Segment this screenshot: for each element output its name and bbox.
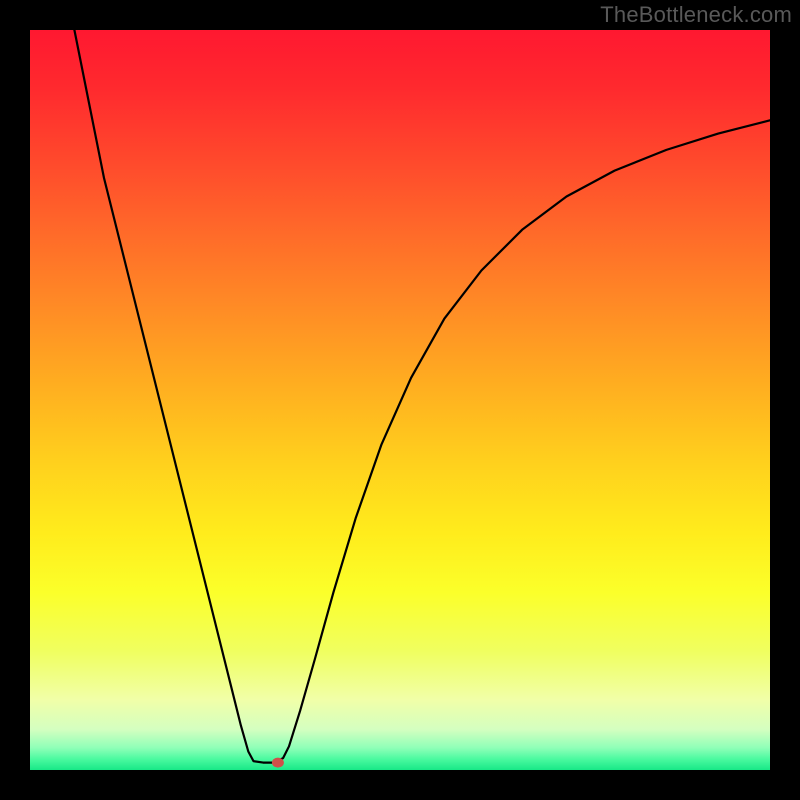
- optimal-point-marker: [272, 758, 284, 768]
- watermark-text: TheBottleneck.com: [600, 2, 792, 28]
- chart-container: TheBottleneck.com: [0, 0, 800, 800]
- bottleneck-chart: [0, 0, 800, 800]
- plot-background: [30, 30, 770, 770]
